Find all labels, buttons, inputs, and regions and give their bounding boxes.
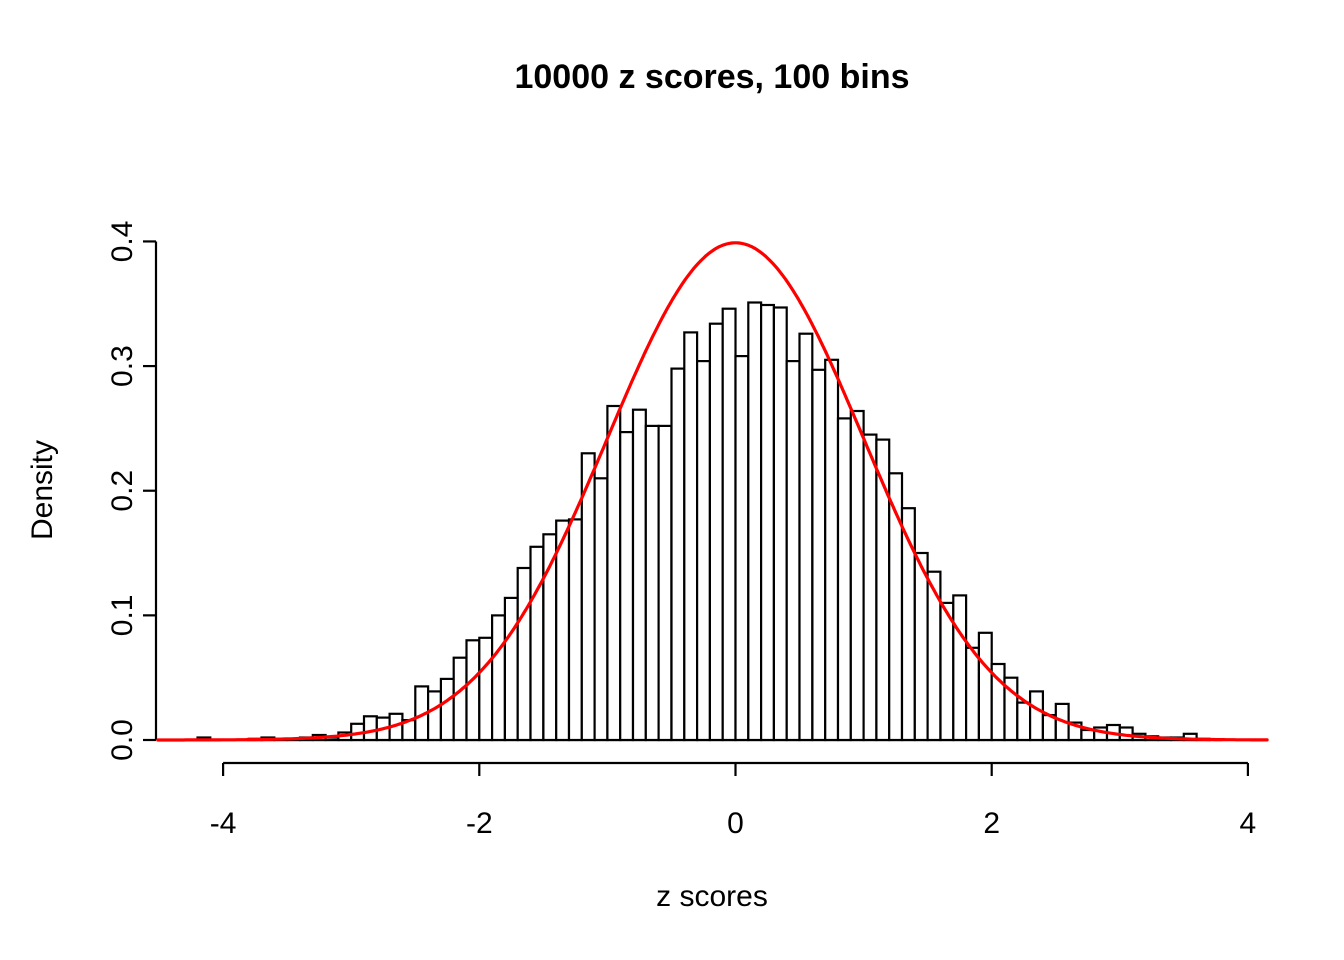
y-tick-label: 0.3 (106, 345, 139, 387)
histogram-bar (759, 303, 776, 742)
histogram-bar (567, 518, 583, 742)
histogram-bar (452, 656, 468, 742)
histogram-bar (964, 646, 981, 742)
histogram-bar (849, 409, 865, 742)
y-tick-label: 0.4 (106, 221, 139, 263)
histogram-bar (952, 594, 968, 742)
histogram-bar (657, 424, 673, 742)
x-tick-label: -4 (210, 807, 237, 840)
histogram-bar (1080, 728, 1096, 742)
histogram-bar (836, 417, 852, 742)
histogram-bar (644, 424, 660, 742)
histogram-bars (196, 301, 1223, 742)
histogram-bar (670, 367, 686, 742)
histogram-bar (977, 631, 993, 742)
histogram-bar (619, 431, 635, 742)
x-tick-label: -2 (466, 807, 493, 840)
y-axis-label: Density (26, 440, 59, 540)
histogram-bar (695, 360, 712, 742)
axes: 0.0 0.1 0.2 0.3 0.4 -4 -2 0 2 4 (106, 221, 1256, 840)
histogram-bar (427, 690, 443, 742)
x-axis-label: z scores (656, 880, 768, 913)
histogram-bar (1016, 701, 1032, 742)
x-tick-label: 0 (727, 807, 744, 840)
x-tick-label: 2 (983, 807, 1000, 840)
histogram-bar (913, 551, 929, 742)
histogram-bar (734, 355, 750, 742)
chart-title: 10000 z scores, 100 bins (514, 58, 909, 96)
histogram-bar (555, 519, 571, 742)
histogram-bar (439, 677, 455, 742)
histogram-bar (708, 322, 724, 742)
histogram-bar (478, 636, 494, 742)
histogram-bar (939, 601, 955, 742)
histogram-bar (824, 358, 840, 742)
histogram-bar (862, 433, 878, 742)
histogram-bar (1028, 690, 1045, 742)
histogram-bar (785, 360, 801, 742)
histogram-bar (798, 332, 814, 742)
y-tick-label: 0.2 (106, 470, 139, 512)
histogram-bar (631, 408, 647, 742)
x-tick-label: 4 (1240, 807, 1257, 840)
histogram-bar (516, 566, 532, 742)
normal-curve (156, 241, 1269, 742)
histogram-bar (465, 639, 481, 742)
y-tick-label: 0.0 (106, 719, 139, 761)
histogram-bar (491, 614, 507, 742)
histogram-bar (606, 404, 622, 742)
histogram-bar (721, 307, 737, 742)
histogram-bar (362, 715, 378, 742)
histogram-bar (747, 301, 763, 742)
histogram-bar (529, 545, 545, 742)
histogram-bar (811, 368, 827, 742)
histogram-bar (772, 306, 788, 742)
histogram-bar (503, 596, 519, 742)
y-tick-label: 0.1 (106, 595, 139, 637)
histogram-bar (593, 477, 609, 742)
histogram-bar (683, 331, 699, 742)
